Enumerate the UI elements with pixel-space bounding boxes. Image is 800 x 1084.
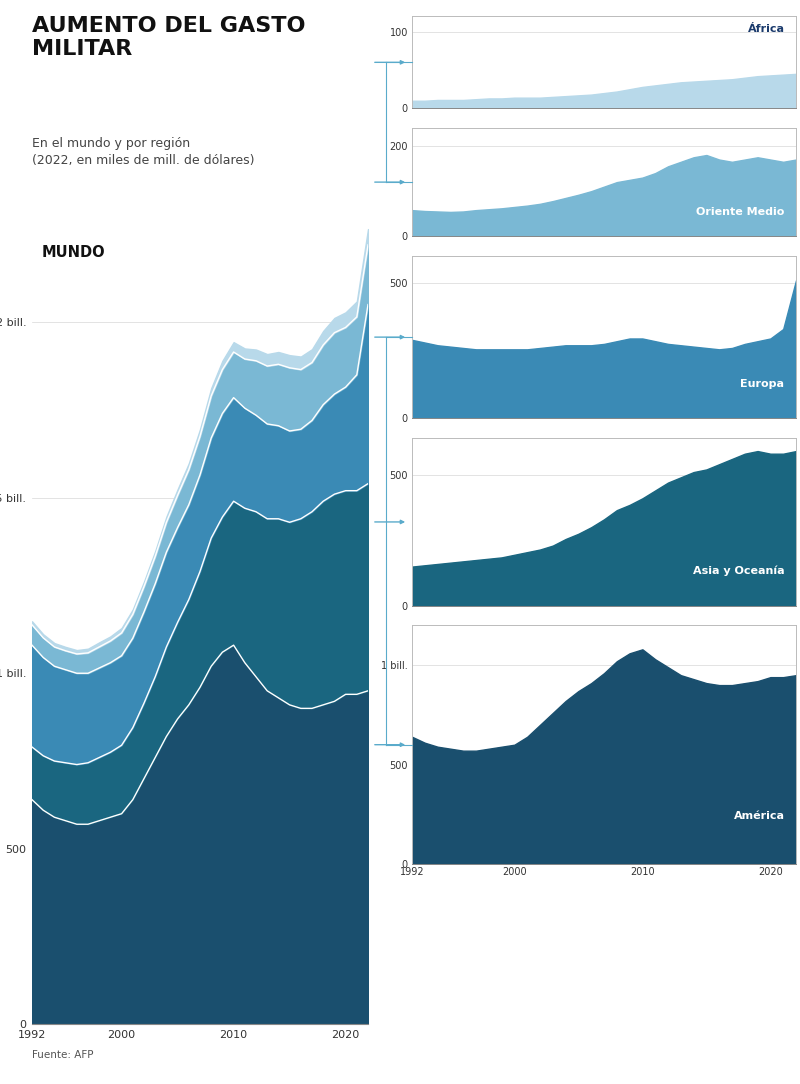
Text: MUNDO: MUNDO [42, 245, 106, 260]
Text: África: África [747, 24, 785, 34]
Text: En el mundo y por región
(2022, en miles de mill. de dólares): En el mundo y por región (2022, en miles… [32, 138, 254, 167]
Text: Oriente Medio: Oriente Medio [696, 207, 785, 217]
Text: Europa: Europa [741, 379, 785, 389]
Text: América: América [734, 811, 785, 821]
Text: Asia y Oceanía: Asia y Oceanía [693, 565, 785, 576]
Text: Fuente: AFP: Fuente: AFP [32, 1050, 94, 1060]
Text: AUMENTO DEL GASTO
MILITAR: AUMENTO DEL GASTO MILITAR [32, 16, 306, 59]
